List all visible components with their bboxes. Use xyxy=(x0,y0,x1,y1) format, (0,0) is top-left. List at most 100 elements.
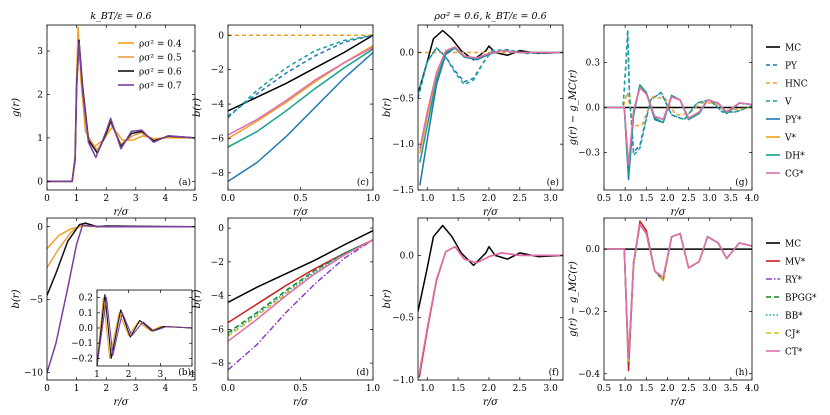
x-axis-label: r/σ xyxy=(671,397,687,408)
panel-letter: (d) xyxy=(356,367,369,378)
y-tick-label: −4 xyxy=(211,100,225,110)
series-line-MC xyxy=(228,34,373,112)
x-tick-label: 1.0 xyxy=(366,384,381,394)
y-tick-label: 1 xyxy=(37,134,43,144)
x-tick-label: 1.0 xyxy=(420,194,435,204)
y-tick-label: −0.3 xyxy=(578,149,600,159)
series-line-BPGG* xyxy=(228,239,373,334)
panel-title: ρσ² = 0.6, k_BT/ε = 0.6 xyxy=(433,11,546,22)
x-tick-label: 0 xyxy=(44,194,50,204)
x-axis-label: r/σ xyxy=(293,207,309,218)
x-tick-label: 5 xyxy=(192,194,198,204)
x-tick-label: 4 xyxy=(163,194,169,204)
series-line-CT* xyxy=(228,239,373,342)
series-line-CG* xyxy=(228,46,373,136)
x-tick-label: 0.0 xyxy=(221,194,236,204)
y-tick-label: 0.1 xyxy=(79,309,93,319)
y-tick-label: 3 xyxy=(37,47,43,57)
legend-a: ρσ² = 0.4 ρσ² = 0.5 ρσ² = 0.6 ρσ² = 0.7 xyxy=(118,40,182,92)
series-group xyxy=(47,222,195,373)
y-tick-label: −1.0 xyxy=(392,376,414,386)
series-line-V xyxy=(418,47,563,94)
x-tick-label: 0.5 xyxy=(597,194,612,204)
x-axis-label: r/σ xyxy=(483,397,499,408)
series-line-MC xyxy=(228,229,373,304)
y-tick-label: 0 xyxy=(37,177,43,187)
x-tick-label: 3 xyxy=(157,370,163,380)
panel-c: 0.0 0.5 1.0 −8 −6 −4 −2 0 r/σ b(r) (c) xyxy=(192,24,381,218)
legend-label: ρσ² = 0.6 xyxy=(139,68,182,78)
series-line-ρσ² = 0.4 xyxy=(47,225,195,250)
series-group xyxy=(228,34,373,183)
series-group xyxy=(97,294,192,366)
y-axis-label: g(r) − g_MC(r) xyxy=(568,261,579,337)
x-tick-label: 0.5 xyxy=(293,384,308,394)
series-group xyxy=(47,26,195,183)
x-tick-label: 5 xyxy=(192,384,198,394)
x-tick-label: 1 xyxy=(94,370,100,380)
x-tick-label: 0 xyxy=(44,384,50,394)
series-line-MC xyxy=(418,224,563,312)
x-tick-label: 4.0 xyxy=(745,194,760,204)
y-tick-label: −0.1 xyxy=(71,339,93,349)
panel-letter: (a) xyxy=(179,177,191,188)
series-line-ρσ² = 0.7 xyxy=(97,297,192,366)
series-group xyxy=(228,229,373,371)
legend-label: CT* xyxy=(785,348,803,358)
legend-label: V* xyxy=(784,134,796,144)
x-tick-label: 2.5 xyxy=(681,384,696,394)
panel-g: 0.5 1.0 1.5 2.0 2.5 3.0 3.5 4.0 −0.3 0.0 0.3 r/σ g(r… xyxy=(568,24,760,218)
x-tick-label: 2 xyxy=(126,370,132,380)
axes-frame xyxy=(603,217,753,381)
panel-f: 1.0 1.5 2.0 2.5 3.0 −1.0 −0.5 0.0 r/σ b(r) (f) xyxy=(382,217,564,408)
y-tick-label: −2 xyxy=(211,66,224,76)
legend-label: PY xyxy=(785,62,798,72)
axes-frame xyxy=(46,24,196,191)
y-tick-label: −0.2 xyxy=(578,307,600,317)
panel-letter: (b) xyxy=(178,367,191,378)
x-tick-label: 3 xyxy=(133,384,139,394)
series-line-CG* xyxy=(604,87,752,166)
series-line-PY xyxy=(418,47,563,99)
x-tick-label: 1 xyxy=(74,194,80,204)
y-tick-label: −0.2 xyxy=(71,354,93,364)
panel-letter: (h) xyxy=(735,367,748,378)
y-axis-label: b(r) xyxy=(382,289,393,308)
x-tick-label: 1.0 xyxy=(618,194,633,204)
x-tick-label: 3.5 xyxy=(724,194,739,204)
y-axis-label: b(r) xyxy=(192,289,203,308)
x-tick-label: 4 xyxy=(163,384,169,394)
x-tick-label: 3 xyxy=(133,194,139,204)
series-group xyxy=(604,28,752,181)
x-axis-label: r/σ xyxy=(114,207,130,218)
x-tick-label: 2.0 xyxy=(660,194,675,204)
y-tick-label: 0.3 xyxy=(586,59,601,69)
series-line-ρσ² = 0.6 xyxy=(97,294,192,366)
legend-label: RY* xyxy=(785,276,802,286)
series-group xyxy=(418,29,563,186)
series-line-ρσ² = 0.4 xyxy=(97,297,192,366)
series-line-PY* xyxy=(228,51,373,183)
legend-label: BPGG* xyxy=(785,294,817,304)
x-tick-label: 3.0 xyxy=(703,384,718,394)
y-tick-label: 2 xyxy=(37,90,43,100)
panel-letter: (c) xyxy=(357,177,369,188)
axes-frame xyxy=(46,217,196,381)
x-tick-label: 4.0 xyxy=(745,384,760,394)
panel-b-inset: 1 2 3 4 −0.2 −0.1 0.0 0.1 0.2 xyxy=(71,289,195,380)
series-line-DH* xyxy=(228,48,373,148)
legend-label: ρσ² = 0.5 xyxy=(139,54,182,64)
x-tick-label: 2 xyxy=(103,194,109,204)
x-tick-label: 1.0 xyxy=(366,194,381,204)
panel-b: 0 1 2 3 4 5−10−50r/σb(r)(b) xyxy=(11,217,198,408)
panel-d: 0.0 0.5 1.0 −8 −6 −4 −2 0 r/σ b(r) (d) xyxy=(192,217,381,408)
x-tick-label: 1.5 xyxy=(639,384,654,394)
series-line-ρσ² = 0.5 xyxy=(47,224,195,269)
x-tick-label: 1.0 xyxy=(420,384,435,394)
series-line-MC xyxy=(418,29,563,94)
y-tick-label: −2 xyxy=(211,258,224,268)
x-tick-label: 0.5 xyxy=(597,384,612,394)
y-tick-label: 0 xyxy=(218,31,224,41)
